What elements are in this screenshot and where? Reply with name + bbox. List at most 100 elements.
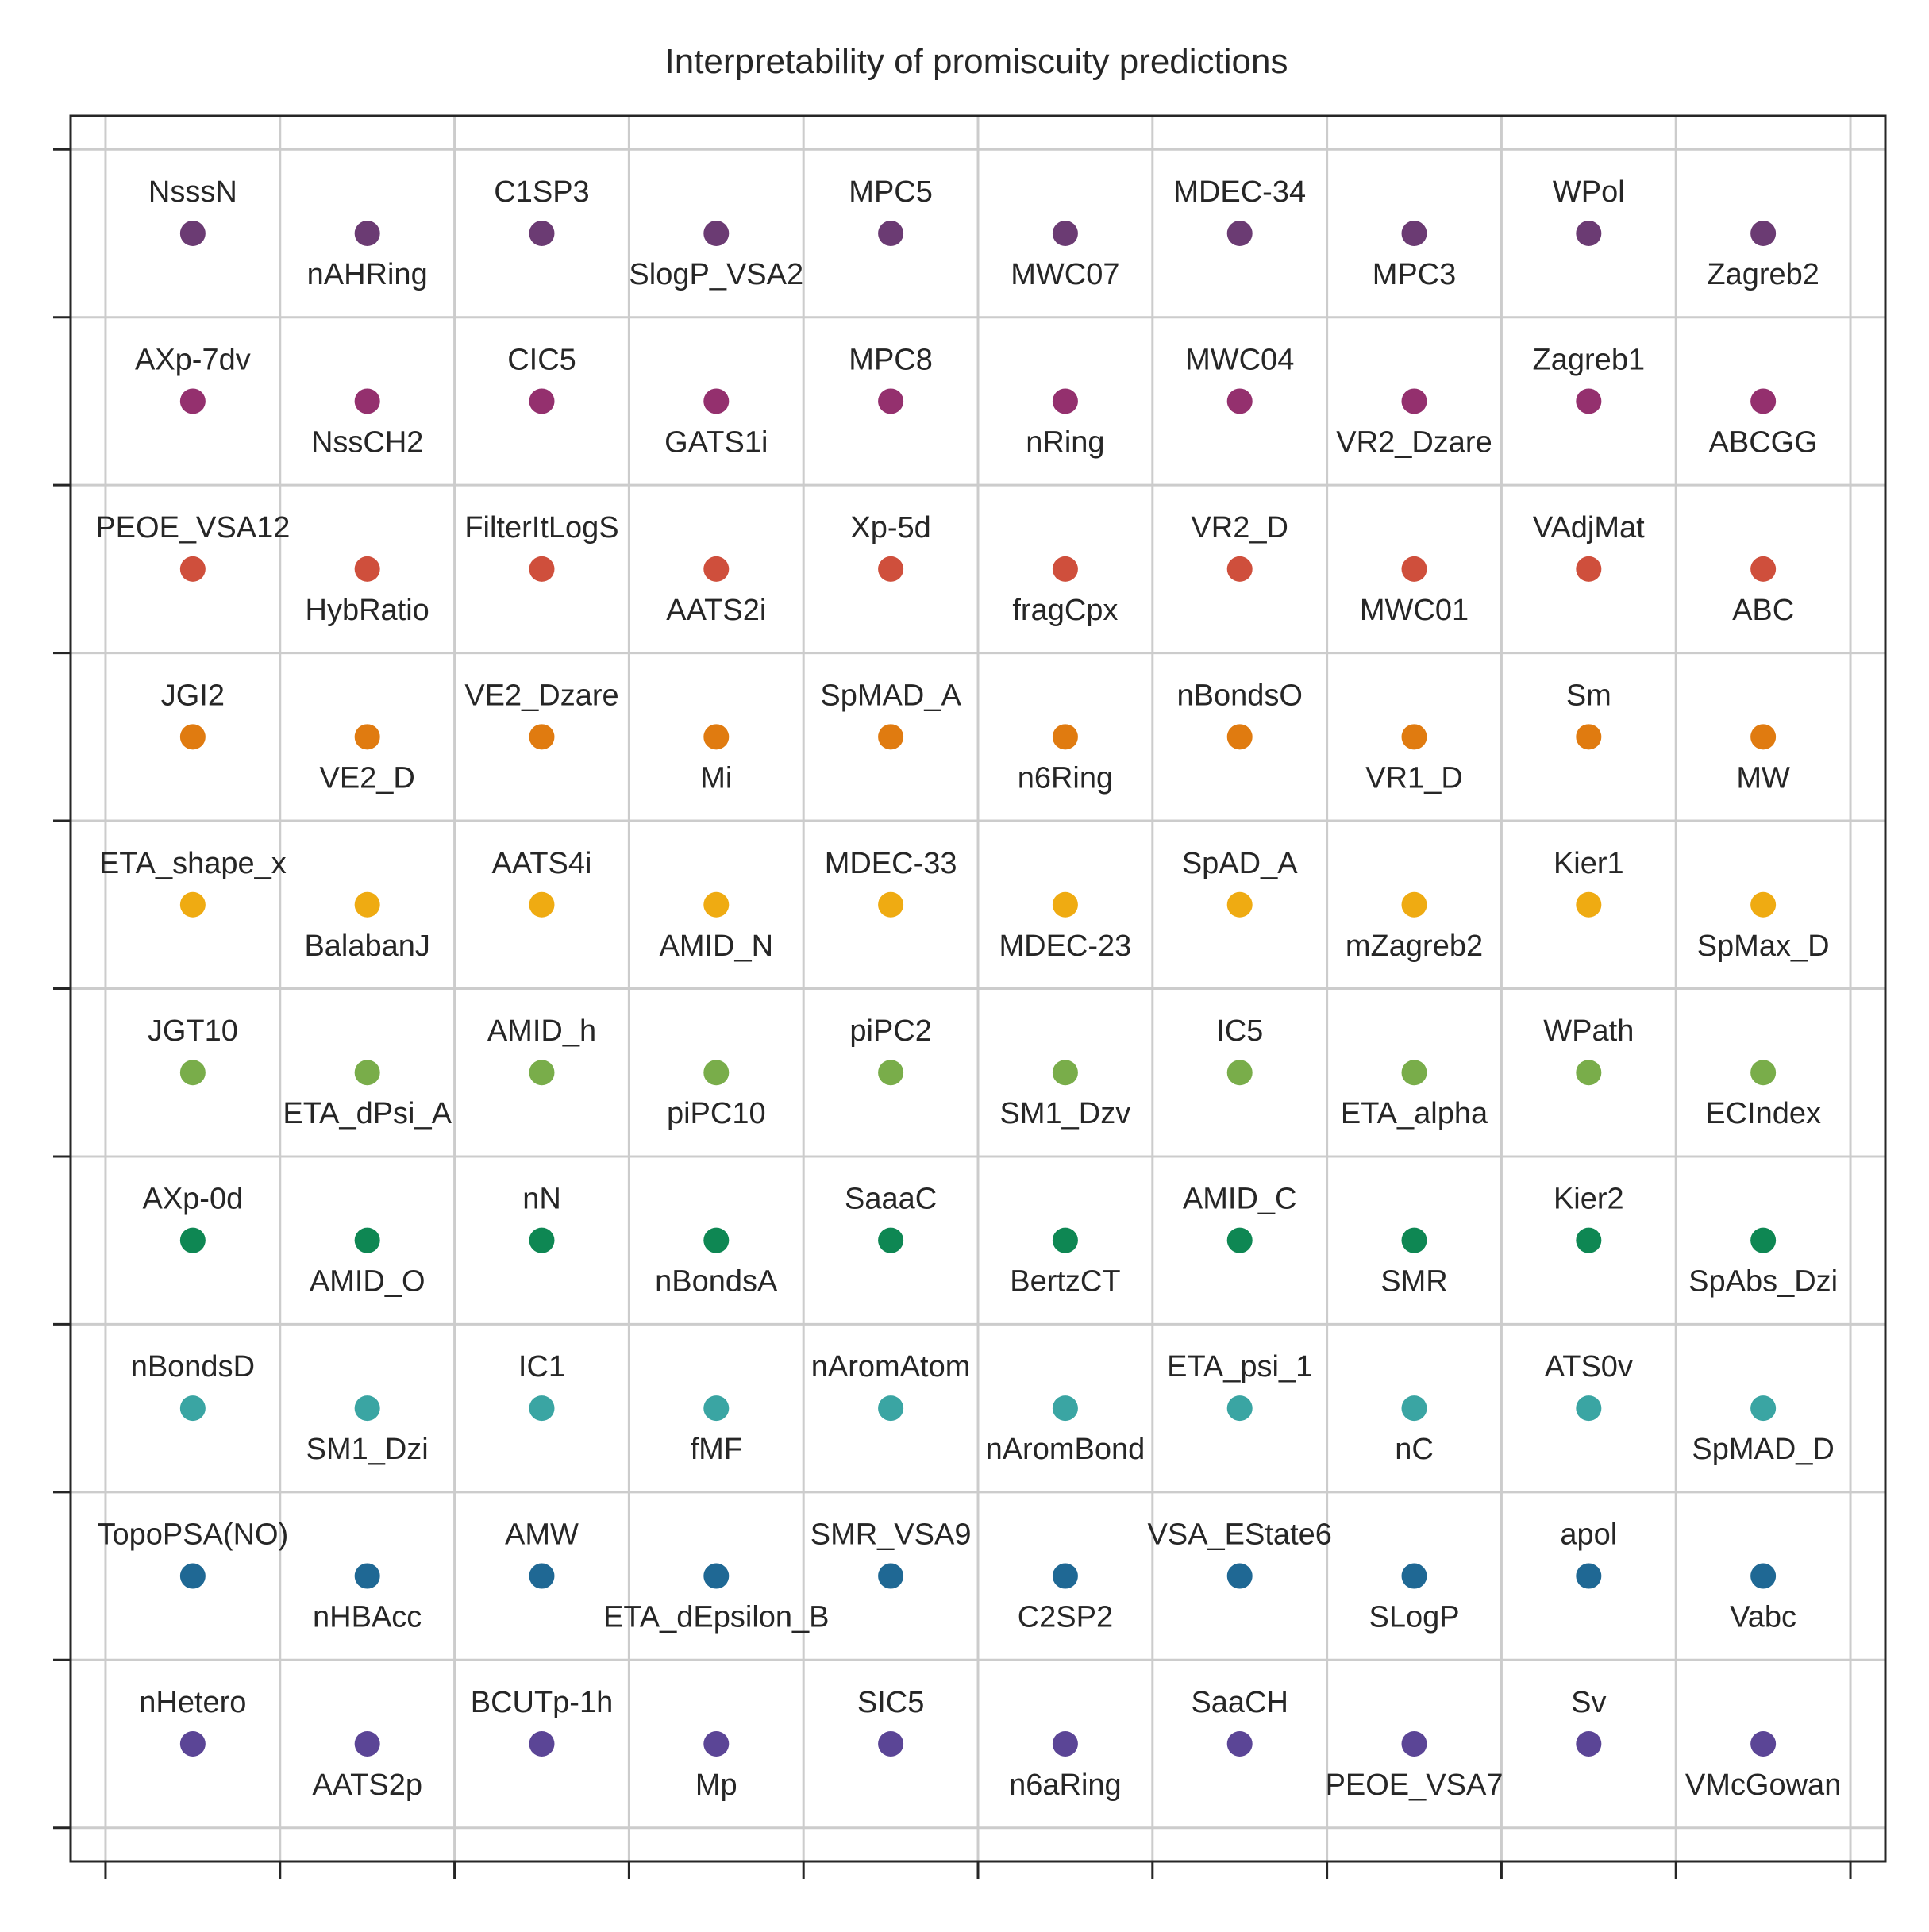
data-point xyxy=(878,891,904,918)
point-label: Mi xyxy=(700,761,732,795)
point-label: HybRatio xyxy=(306,594,429,627)
data-point xyxy=(1401,891,1427,918)
data-point xyxy=(1052,1730,1078,1757)
data-point xyxy=(1576,1060,1602,1086)
point-label: ETA_dEpsilon_B xyxy=(603,1601,829,1634)
data-point xyxy=(1401,1730,1427,1757)
point-label: VE2_Dzare xyxy=(464,679,618,712)
data-point xyxy=(878,1060,904,1086)
point-label: JGT10 xyxy=(148,1014,238,1048)
data-point xyxy=(529,724,555,750)
data-point xyxy=(878,556,904,582)
point-label: n6aRing xyxy=(1009,1768,1122,1802)
point-label: VAdjMat xyxy=(1533,511,1645,545)
point-label: apol xyxy=(1560,1518,1617,1552)
data-point xyxy=(1052,1060,1078,1086)
point-label: NsssN xyxy=(148,175,237,209)
point-label: nBondsA xyxy=(655,1265,778,1299)
point-label: SpMax_D xyxy=(1697,929,1830,963)
data-point xyxy=(354,1563,380,1589)
point-label: SlogP_VSA2 xyxy=(629,258,803,291)
data-point xyxy=(1750,556,1777,582)
point-label: ETA_alpha xyxy=(1341,1097,1488,1130)
point-label: MPC8 xyxy=(849,343,933,376)
data-point xyxy=(354,388,380,414)
data-point xyxy=(1052,891,1078,918)
data-point xyxy=(1401,221,1427,247)
point-label: MWC01 xyxy=(1360,594,1469,627)
data-point xyxy=(878,1227,904,1253)
data-point xyxy=(1226,1563,1253,1589)
point-label: Zagreb2 xyxy=(1707,258,1819,291)
data-point xyxy=(354,724,380,750)
data-point xyxy=(529,556,555,582)
point-label: AATS4i xyxy=(491,847,591,880)
data-point xyxy=(1052,1395,1078,1422)
data-point xyxy=(529,1395,555,1422)
data-point xyxy=(1576,1730,1602,1757)
data-point xyxy=(1576,556,1602,582)
data-point xyxy=(1226,1730,1253,1757)
data-point xyxy=(1750,1227,1777,1253)
point-label: SIC5 xyxy=(857,1686,924,1719)
data-point xyxy=(1401,1227,1427,1253)
point-label: VR1_D xyxy=(1365,761,1463,795)
data-point xyxy=(1576,388,1602,414)
data-point xyxy=(179,388,206,414)
data-point xyxy=(1401,1563,1427,1589)
point-label: ETA_psi_1 xyxy=(1167,1350,1312,1384)
point-label: ECIndex xyxy=(1705,1097,1821,1130)
points-layer xyxy=(179,221,1777,1757)
data-point xyxy=(354,556,380,582)
point-label: MPC3 xyxy=(1373,258,1457,291)
point-label: VMcGowan xyxy=(1685,1768,1841,1802)
point-label: SLogP xyxy=(1369,1601,1459,1634)
data-point xyxy=(529,1227,555,1253)
data-point xyxy=(529,1563,555,1589)
data-point xyxy=(1052,1227,1078,1253)
data-point xyxy=(354,221,380,247)
data-point xyxy=(878,1563,904,1589)
point-label: IC5 xyxy=(1216,1014,1263,1048)
point-label: ATS0v xyxy=(1545,1350,1633,1384)
point-label: Kier2 xyxy=(1554,1183,1624,1216)
data-point xyxy=(529,388,555,414)
point-label: Zagreb1 xyxy=(1533,343,1646,376)
point-label: WPath xyxy=(1543,1014,1634,1048)
point-label: VR2_Dzare xyxy=(1336,425,1492,459)
data-point xyxy=(179,1060,206,1086)
data-point xyxy=(703,556,730,582)
point-label: VR2_D xyxy=(1191,511,1288,545)
data-point xyxy=(354,1395,380,1422)
data-point xyxy=(878,221,904,247)
axis-ticks xyxy=(53,148,1852,1879)
data-point xyxy=(703,1395,730,1422)
data-point xyxy=(1401,1395,1427,1422)
data-point xyxy=(1052,724,1078,750)
data-point xyxy=(1226,891,1253,918)
point-label: fragCpx xyxy=(1012,594,1118,627)
point-label: MDEC-33 xyxy=(825,847,957,880)
data-point xyxy=(1401,724,1427,750)
point-label: ETA_dPsi_A xyxy=(283,1097,452,1130)
data-point xyxy=(179,891,206,918)
point-label: nHBAcc xyxy=(313,1601,422,1634)
point-label: Xp-5d xyxy=(850,511,930,545)
data-point xyxy=(1226,1227,1253,1253)
point-label: piPC10 xyxy=(667,1097,766,1130)
point-label: SaaCH xyxy=(1191,1686,1288,1719)
data-point xyxy=(1226,1060,1253,1086)
data-point xyxy=(1052,388,1078,414)
data-point xyxy=(878,1730,904,1757)
point-label: C2SP2 xyxy=(1018,1601,1113,1634)
data-point xyxy=(354,1730,380,1757)
point-label: MDEC-34 xyxy=(1173,175,1306,209)
data-point xyxy=(1750,1563,1777,1589)
point-label: BalabanJ xyxy=(304,929,429,963)
point-label: piPC2 xyxy=(849,1014,932,1048)
point-label: PEOE_VSA12 xyxy=(95,511,290,545)
point-label: MW xyxy=(1736,761,1790,795)
data-point xyxy=(179,1730,206,1757)
data-point xyxy=(703,1730,730,1757)
data-point xyxy=(1401,556,1427,582)
